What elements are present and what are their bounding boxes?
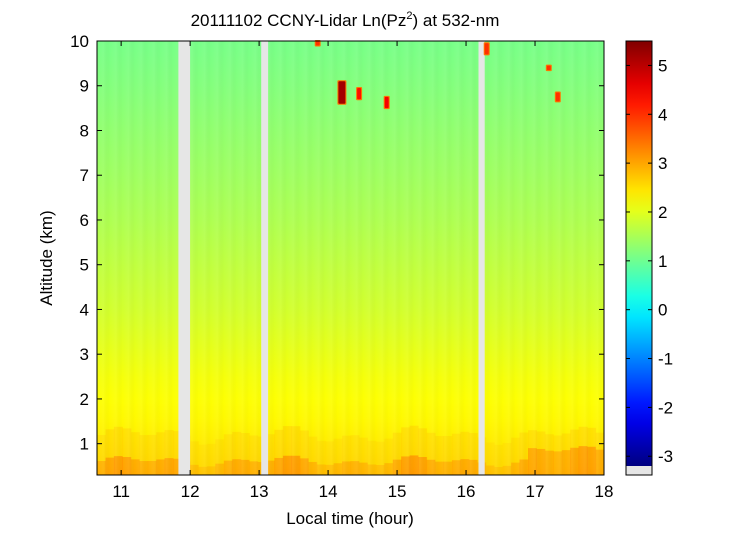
profile-streak — [287, 41, 300, 475]
colorbar-tick-label: 5 — [658, 56, 667, 75]
y-tick-label: 7 — [80, 166, 89, 185]
colorbar-ticks: -3 -2 -1 0 1 2 3 4 5 — [626, 56, 673, 466]
y-tick-label: 4 — [80, 300, 89, 319]
profile-streak — [464, 41, 478, 475]
x-tick-label: 15 — [388, 482, 407, 501]
colorbar-frame — [625, 40, 653, 476]
y-tick-label: 2 — [80, 390, 89, 409]
profile-streak — [439, 41, 452, 475]
profile-streak — [223, 41, 237, 475]
colorbar-tick-label: -2 — [658, 398, 673, 417]
y-axis-label: Altitude (km) — [37, 210, 56, 305]
profile-streak — [236, 41, 250, 475]
colorbar-tick-label: 1 — [658, 252, 667, 271]
cloud-features — [314, 40, 561, 110]
x-axis-ticks: 11 12 13 14 15 16 17 18 — [112, 41, 613, 501]
colorbar-tick-label: 3 — [658, 154, 667, 173]
profile-streak — [401, 41, 414, 475]
colorbar-tick-label: 0 — [658, 301, 667, 320]
profile-streak — [388, 41, 402, 475]
x-tick-label: 11 — [112, 482, 130, 501]
profile-streak — [566, 41, 579, 475]
profile-streak — [350, 41, 364, 475]
y-tick-label: 5 — [80, 256, 89, 275]
profile-streak — [160, 41, 174, 475]
profile-streak — [325, 41, 338, 475]
profile-streak — [451, 41, 465, 475]
profile-streak — [274, 41, 288, 475]
profile-streak — [413, 41, 427, 475]
cloud-feature — [357, 88, 362, 100]
y-tick-label: 8 — [80, 121, 89, 140]
chart-title: 20111102 CCNY-Lidar Ln(Pz2) at 532-nm — [191, 10, 500, 30]
x-axis-label: Local time (hour) — [286, 509, 414, 528]
profile-streak — [528, 41, 541, 475]
profile-streak — [375, 41, 389, 475]
boundary-layer-texture — [97, 41, 605, 475]
profile-streak — [426, 41, 440, 475]
x-tick-label: 12 — [181, 482, 200, 501]
profile-streak — [198, 41, 212, 475]
colorbar-gradient — [626, 41, 652, 466]
x-tick-label: 18 — [595, 482, 614, 501]
profile-streak — [502, 41, 516, 475]
profile-streak — [109, 41, 123, 475]
data-gaps — [178, 41, 485, 475]
profile-streak — [312, 41, 326, 475]
profile-streak — [97, 41, 110, 475]
profile-streak — [147, 41, 161, 475]
colorbar-missing-swatch — [626, 466, 652, 475]
cloud-feature — [338, 81, 346, 104]
profile-streak — [337, 41, 351, 475]
profile-streak — [540, 41, 554, 475]
cloud-feature — [484, 43, 489, 55]
profile-streak — [363, 41, 376, 475]
y-tick-label: 10 — [70, 32, 89, 51]
colorbar: -3 -2 -1 0 1 2 3 4 5 — [625, 40, 673, 476]
colorbar-tick-label: -3 — [658, 447, 673, 466]
profile-streak — [553, 41, 566, 475]
cloud-feature — [315, 41, 320, 46]
profile-streak — [299, 41, 313, 475]
profile-streak — [578, 41, 592, 475]
colorbar-tick-label: 2 — [658, 203, 667, 222]
profile-streak — [515, 41, 528, 475]
x-tick-label: 13 — [250, 482, 269, 501]
y-tick-label: 3 — [80, 345, 89, 364]
cloud-feature — [384, 96, 389, 109]
y-tick-label: 9 — [80, 77, 89, 96]
y-tick-label: 1 — [80, 435, 89, 454]
data-gap — [478, 41, 485, 475]
colorbar-tick-label: -1 — [658, 350, 673, 369]
profile-streak — [591, 41, 604, 475]
x-tick-label: 14 — [319, 482, 338, 501]
profile-streak — [489, 41, 503, 475]
plot-frame — [96, 40, 605, 476]
profile-streak — [249, 41, 262, 475]
cloud-feature — [546, 65, 551, 71]
profile-streak — [122, 41, 135, 475]
data-gap — [261, 41, 269, 475]
data-gap — [178, 41, 191, 475]
x-tick-label: 17 — [526, 482, 545, 501]
y-axis-ticks: 1 2 3 4 5 6 7 8 9 10 — [70, 32, 604, 454]
profile-streak — [135, 41, 148, 475]
y-tick-label: 6 — [80, 211, 89, 230]
profile-streak — [211, 41, 224, 475]
colorbar-tick-label: 4 — [658, 105, 667, 124]
cloud-feature — [555, 92, 560, 102]
x-tick-label: 16 — [457, 482, 476, 501]
